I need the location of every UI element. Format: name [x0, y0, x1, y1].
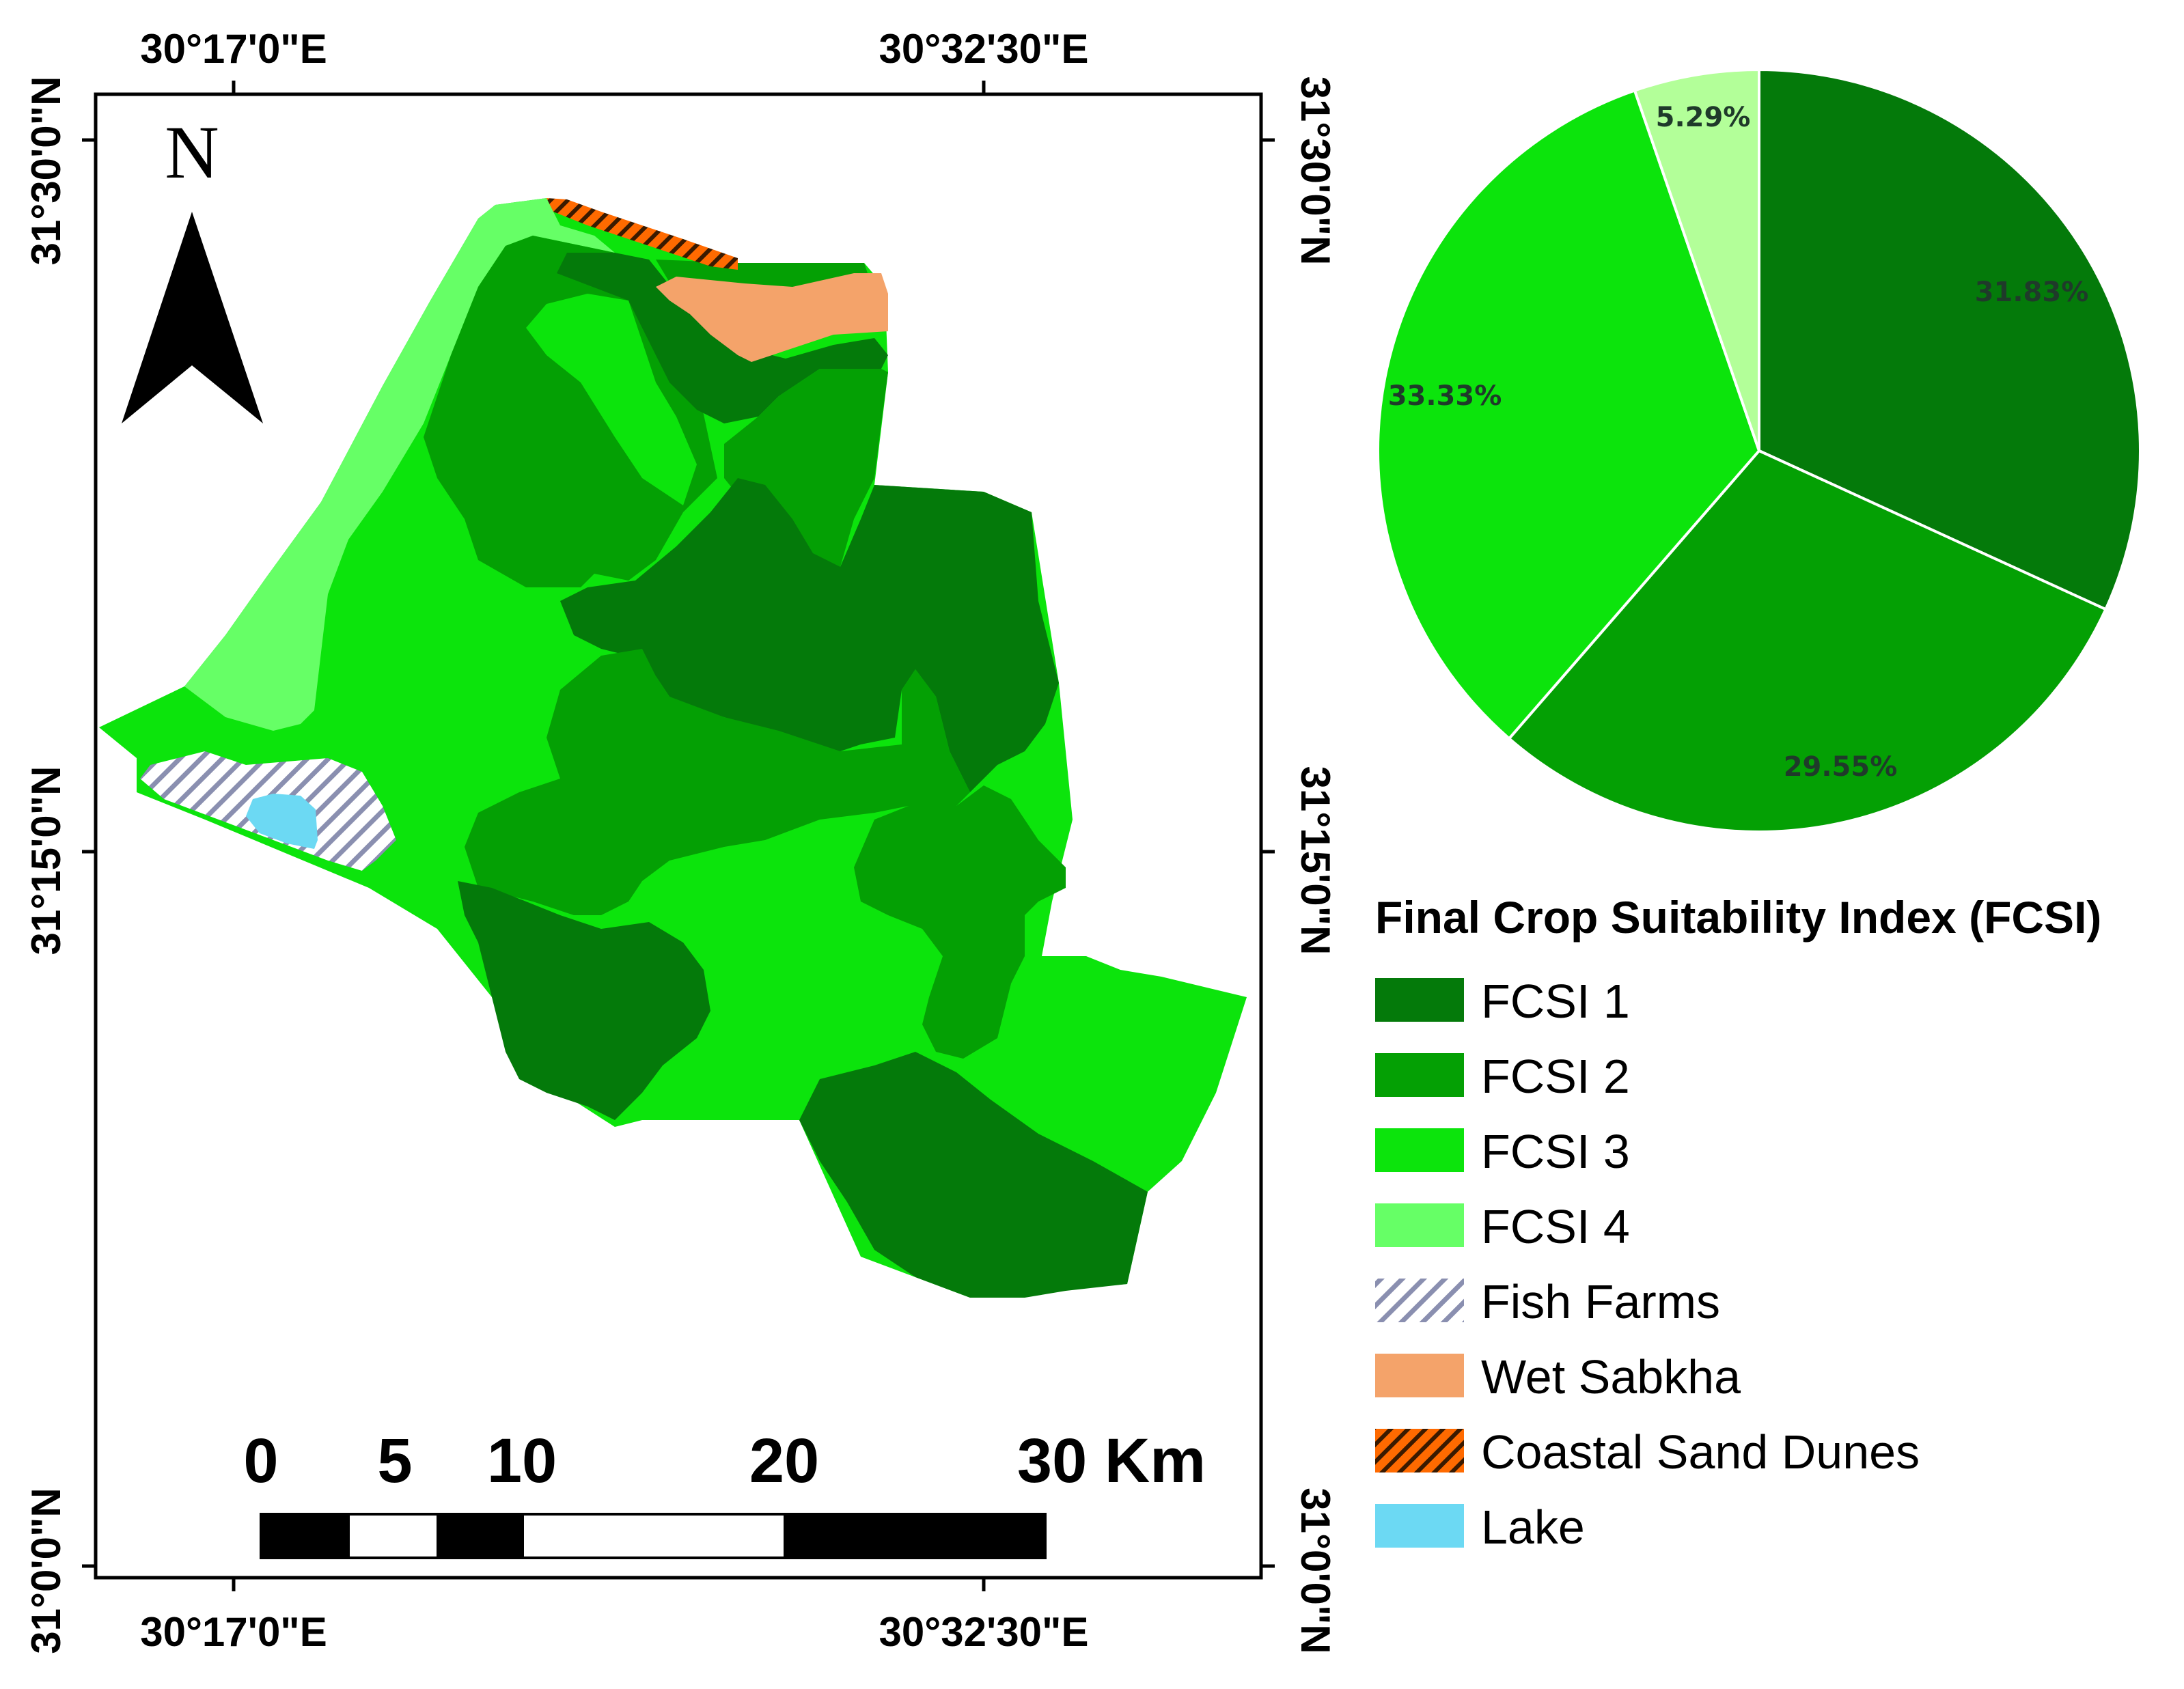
- north-arrow: N: [122, 111, 263, 423]
- bottom-lon-label-1: 30°17'0"E: [140, 1609, 327, 1655]
- legend-swatch-fish-farms: [1375, 1279, 1464, 1322]
- pie-slice-fcsi-2: [1507, 449, 2108, 833]
- legend-label-fcsi2: FCSI 2: [1481, 1050, 1630, 1103]
- region-fcsi1-southeast: [799, 1052, 1148, 1298]
- region-coastal-sand-dunes: [547, 198, 738, 270]
- legend-label-fcsi1: FCSI 1: [1481, 975, 1630, 1028]
- pie-label-fcsi3: 33.33%: [1388, 380, 1502, 412]
- scale-label-30: 30 Km: [1017, 1426, 1206, 1496]
- scale-label-5: 5: [377, 1426, 412, 1496]
- scale-label-0: 0: [243, 1426, 278, 1496]
- legend-swatch-fcsi3: [1375, 1128, 1464, 1172]
- legend-swatch-fcsi4: [1375, 1203, 1464, 1247]
- region-fcsi3-north-inner: [526, 294, 697, 505]
- legend-label-wet-sabkha: Wet Sabkha: [1481, 1350, 1741, 1404]
- north-arrow-label: N: [165, 111, 219, 194]
- legend-title: Final Crop Suitability Index (FCSI): [1375, 892, 2101, 943]
- scale-segment-3: [437, 1514, 524, 1558]
- legend-label-lake: Lake: [1481, 1500, 1585, 1554]
- scale-segment-4: [524, 1514, 784, 1558]
- legend-swatch-lake: [1375, 1504, 1464, 1548]
- pie-label-fcsi2: 29.55%: [1784, 751, 1898, 783]
- region-fcsi1-southwest: [458, 881, 710, 1120]
- legend-swatch-fcsi2: [1375, 1053, 1464, 1097]
- scale-segment-5: [784, 1514, 1045, 1558]
- scale-label-10: 10: [487, 1426, 557, 1496]
- right-lat-label-2: 31°15'0"N: [1293, 766, 1338, 955]
- legend-label-fish-farms: Fish Farms: [1481, 1275, 1720, 1328]
- pie-label-fcsi1: 31.83%: [1975, 277, 2089, 308]
- scale-bar: 0 5 10 20 30 Km: [243, 1426, 1206, 1559]
- legend-swatch-wet-sabkha: [1375, 1354, 1464, 1397]
- scale-segment-2: [350, 1514, 437, 1558]
- pie-slice-fcsi-3: [1377, 88, 1761, 741]
- pie-slice-fcsi-4: [1633, 68, 1760, 451]
- legend-label-fcsi4: FCSI 4: [1481, 1200, 1630, 1253]
- left-lat-label-2: 31°15'0"N: [23, 766, 69, 955]
- north-arrow-icon: [122, 212, 263, 423]
- pie-slice-fcsi-1: [1758, 68, 2142, 611]
- left-lat-label-3: 31°0'0"N: [23, 1488, 69, 1654]
- legend-swatch-coastal-sand-dunes: [1375, 1429, 1464, 1472]
- top-lon-label-1: 30°17'0"E: [140, 26, 327, 72]
- legend-swatch-fcsi1: [1375, 978, 1464, 1022]
- region-lake: [246, 794, 318, 849]
- pie-label-fcsi4: 5.29%: [1656, 102, 1751, 133]
- scale-label-20: 20: [749, 1426, 819, 1496]
- right-lat-label-3: 31°0'0"N: [1293, 1488, 1338, 1654]
- pie-labels: 31.83% 29.55% 33.33% 5.29%: [1388, 102, 2089, 783]
- region-fcsi2-east: [854, 785, 1066, 1059]
- region-fcsi2-centre: [465, 649, 970, 915]
- region-fcsi1-central: [560, 478, 1059, 792]
- legend-label-coastal-sand-dunes: Coastal Sand Dunes: [1481, 1425, 1920, 1479]
- right-lat-label-1: 31°30'0"N: [1293, 76, 1338, 266]
- map-regions: [99, 198, 1247, 1298]
- map-ticks: [82, 81, 1275, 1591]
- legend: Final Crop Suitability Index (FCSI) FCSI…: [1375, 892, 2101, 1554]
- scale-outline: [260, 1513, 1047, 1559]
- top-lon-label-2: 30°32'30"E: [879, 26, 1089, 72]
- left-lat-label-1: 31°30'0"N: [23, 76, 69, 266]
- region-fcsi4-coast: [184, 198, 615, 731]
- bottom-lon-label-2: 30°32'30"E: [879, 1609, 1089, 1655]
- region-wet-sabkha: [656, 273, 888, 362]
- pie-slices: [1377, 68, 2142, 833]
- scale-segment-1: [261, 1514, 350, 1558]
- pie-chart: 31.83% 29.55% 33.33% 5.29%: [1377, 68, 2142, 833]
- legend-label-fcsi3: FCSI 3: [1481, 1125, 1630, 1178]
- map-panel: 30°17'0"E 30°32'30"E 30°17'0"E 30°32'30"…: [23, 26, 1338, 1655]
